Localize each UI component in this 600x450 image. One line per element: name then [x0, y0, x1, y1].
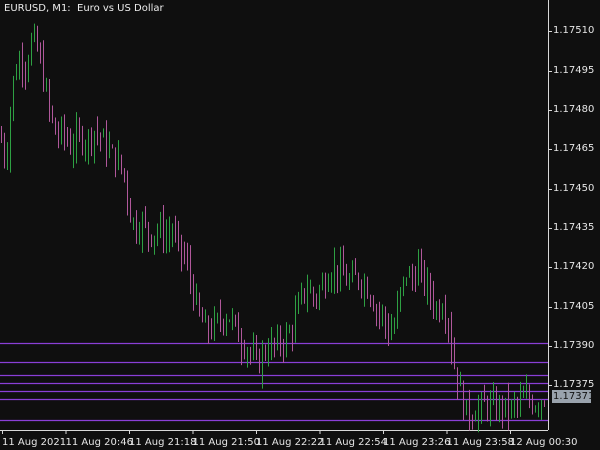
time-tick-label: 11 Aug 22:22: [256, 437, 324, 448]
price-tick-label: 1.17450: [553, 182, 595, 194]
time-tick-label: 11 Aug 21:18: [129, 437, 197, 448]
chart-title: EURUSD, M1: Euro vs US Dollar: [4, 3, 164, 14]
price-tick-label: 1.17465: [553, 143, 595, 155]
price-tick-label: 1.17480: [553, 104, 595, 116]
price-tick-label: 1.17510: [553, 25, 595, 37]
time-tick-label: 12 Aug 00:30: [510, 437, 578, 448]
time-tick-label: 11 Aug 22:54: [319, 437, 387, 448]
time-tick-label: 11 Aug 23:58: [446, 437, 514, 448]
current-price-label: 1.17371: [552, 389, 595, 403]
time-tick-label: 11 Aug 20:46: [65, 437, 133, 448]
price-tick-label: 1.17435: [553, 222, 595, 234]
time-tick-label: 11 Aug 2021: [2, 437, 67, 448]
price-tick-label: 1.17420: [553, 261, 595, 273]
price-tick-label: 1.17495: [553, 64, 595, 76]
price-tick-label: 1.17405: [553, 300, 595, 312]
price-tick-label: 1.17390: [553, 340, 595, 352]
time-tick-label: 11 Aug 21:50: [192, 437, 260, 448]
price-tick-label: 1.17375: [553, 379, 595, 391]
time-tick-label: 11 Aug 23:26: [383, 437, 451, 448]
